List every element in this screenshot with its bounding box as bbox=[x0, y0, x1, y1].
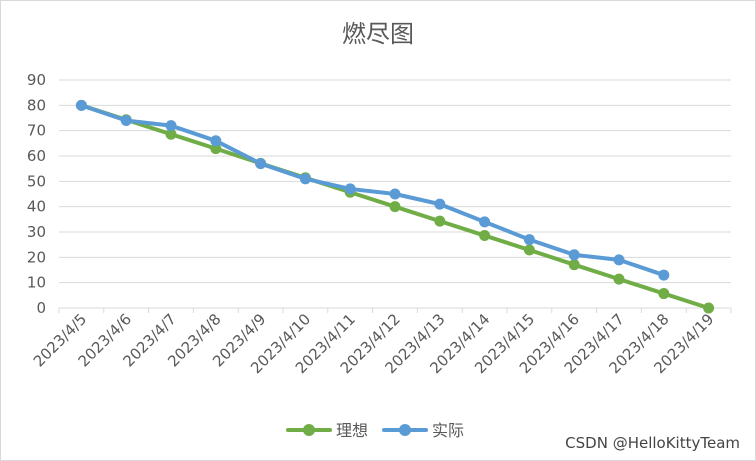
data-point bbox=[479, 216, 491, 228]
data-point bbox=[703, 302, 715, 314]
data-point bbox=[389, 201, 401, 213]
legend-item-1: 实际 bbox=[382, 421, 464, 440]
chart-title: 燃尽图 bbox=[342, 20, 414, 48]
y-tick-label: 0 bbox=[36, 299, 46, 317]
data-point bbox=[255, 158, 267, 170]
data-point bbox=[479, 230, 491, 242]
data-point bbox=[389, 188, 401, 200]
data-point bbox=[434, 215, 446, 227]
y-tick-label: 30 bbox=[27, 223, 46, 241]
data-point bbox=[523, 244, 535, 256]
data-point bbox=[165, 120, 177, 132]
data-point bbox=[658, 288, 670, 300]
data-point bbox=[434, 198, 446, 210]
series-layer bbox=[75, 99, 715, 314]
data-point bbox=[75, 99, 87, 111]
data-point bbox=[344, 183, 356, 195]
data-point bbox=[120, 115, 132, 127]
y-tick-label: 50 bbox=[27, 172, 46, 190]
y-tick-label: 60 bbox=[27, 147, 46, 165]
data-point bbox=[299, 173, 311, 185]
watermark: CSDN @HelloKittyTeam bbox=[565, 434, 740, 452]
legend-label: 理想 bbox=[336, 421, 368, 440]
series-line-1 bbox=[79, 103, 666, 278]
data-point bbox=[210, 135, 222, 147]
y-tick-label: 20 bbox=[27, 248, 46, 266]
data-point bbox=[568, 259, 580, 271]
y-tick-label: 80 bbox=[27, 96, 46, 114]
data-point bbox=[658, 269, 670, 281]
y-tick-label: 90 bbox=[27, 71, 46, 89]
data-point bbox=[613, 273, 625, 285]
legend-label: 实际 bbox=[432, 421, 464, 440]
y-tick-label: 40 bbox=[27, 198, 46, 216]
data-point bbox=[523, 234, 535, 246]
data-point bbox=[613, 254, 625, 266]
y-tick-label: 70 bbox=[27, 122, 46, 140]
y-tick-label: 10 bbox=[27, 274, 46, 292]
series-1 bbox=[75, 99, 670, 281]
legend-swatch-marker bbox=[303, 424, 315, 436]
data-point bbox=[210, 143, 222, 155]
data-point bbox=[165, 128, 177, 140]
legend-swatch-marker bbox=[399, 424, 411, 436]
legend: 理想 实际 bbox=[286, 421, 464, 440]
data-point bbox=[568, 249, 580, 261]
legend-item-0: 理想 bbox=[286, 421, 368, 440]
y-axis-ticks: 0 10 20 30 40 50 60 70 80 90 bbox=[27, 71, 46, 317]
